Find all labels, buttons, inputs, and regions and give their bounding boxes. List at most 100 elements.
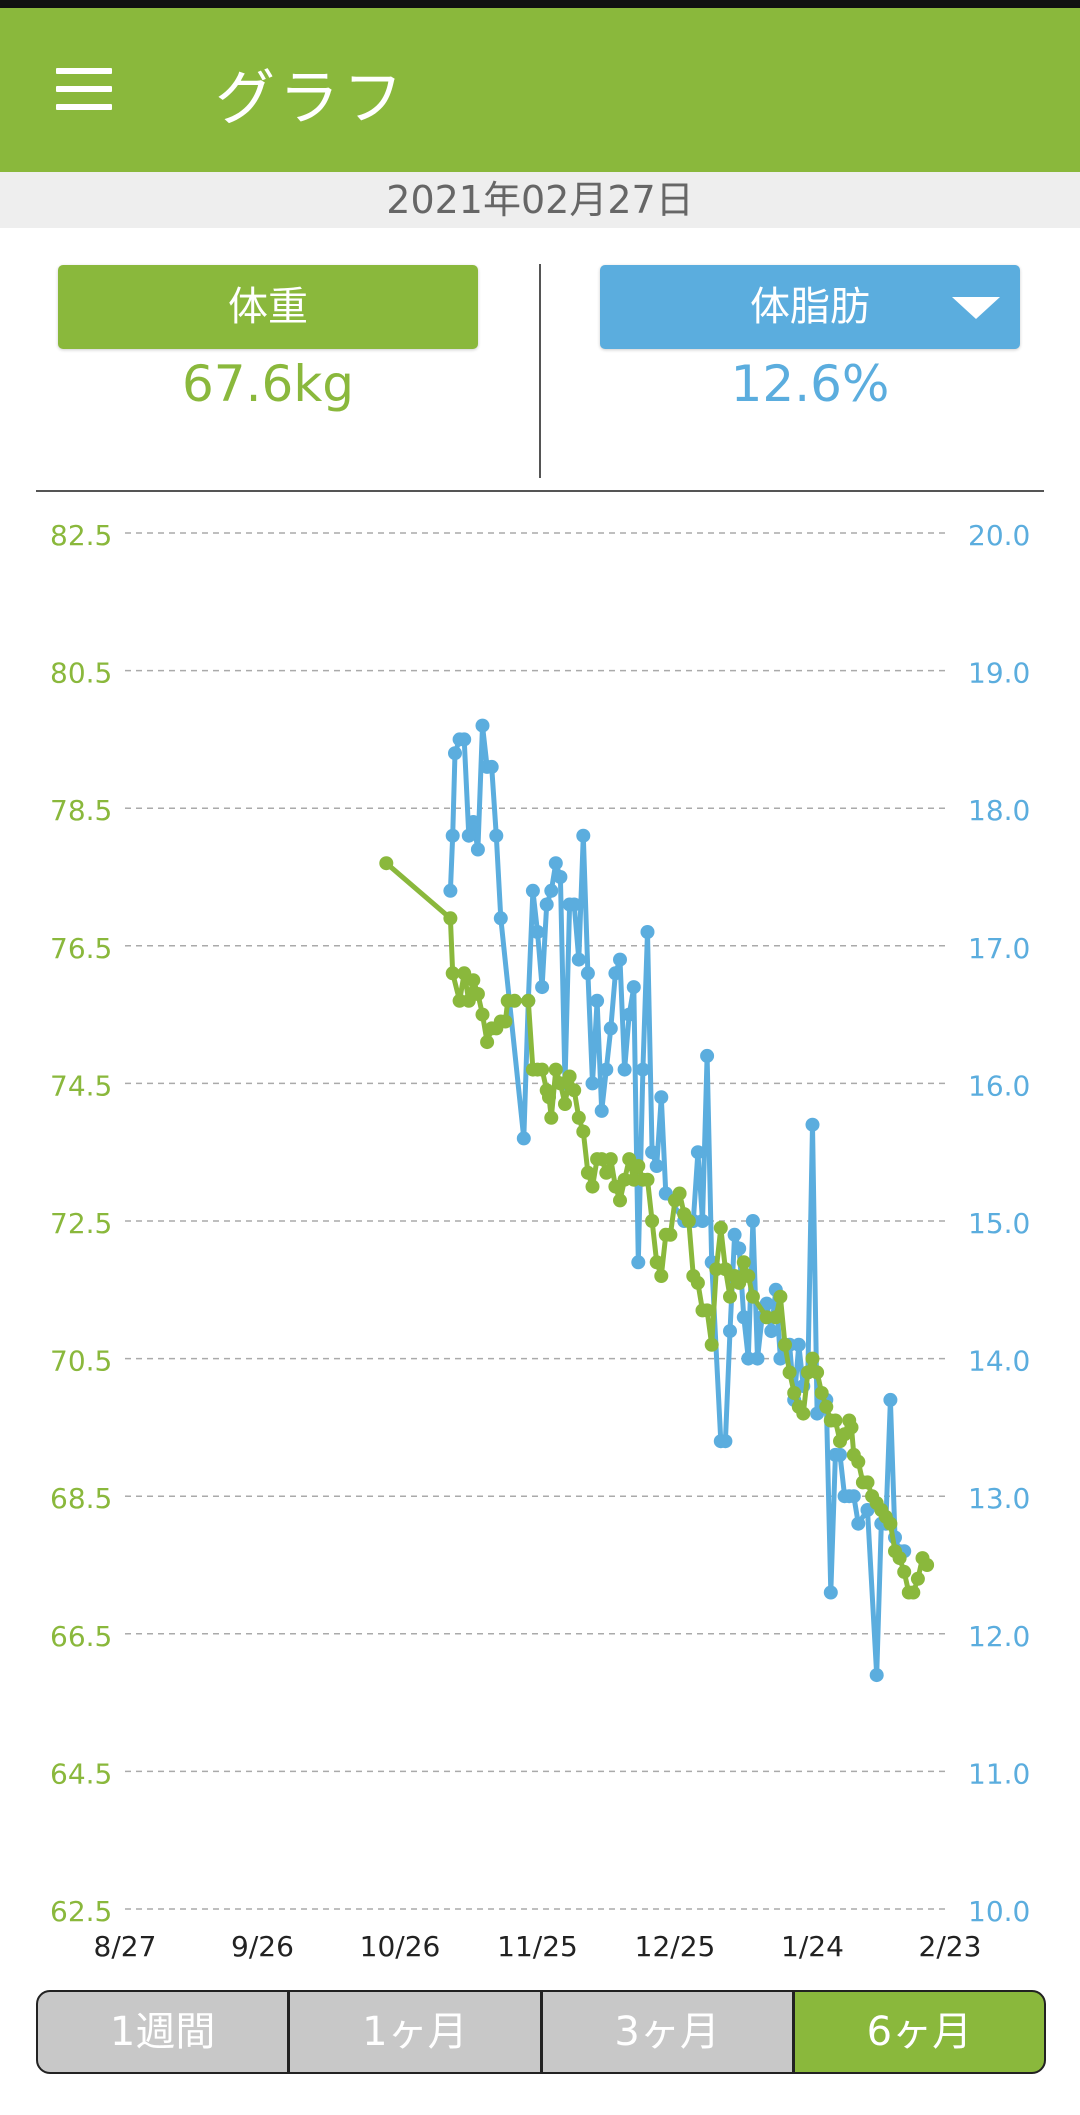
weight-point [700,1303,715,1318]
y-left-tick-label: 74.5 [50,1069,112,1102]
bodyfat-point [700,1048,715,1063]
bodyfat-point [626,980,641,995]
metric-divider [539,264,541,478]
bodyfat-point [544,883,559,898]
weight-point [672,1186,687,1201]
weight-point [654,1269,669,1283]
weight-point [645,1214,660,1228]
weight-point [548,1062,563,1077]
weight-point [379,856,394,871]
y-right-tick-label: 19.0 [968,657,1030,690]
weight-point [745,1289,760,1304]
weight-point [851,1454,866,1469]
weight-point [892,1551,907,1566]
weight-point [741,1269,756,1283]
bodyfat-point [599,1062,614,1077]
bodyfat-point [516,1131,531,1146]
weight-point [544,1110,559,1125]
bodyfat-point [635,1062,650,1077]
y-right-tick-label: 17.0 [968,932,1030,965]
bodyfat-point [773,1351,788,1366]
weight-point [571,1110,586,1125]
y-left-tick-label: 82.5 [50,519,112,552]
range-selector: 1週間 1ヶ月 3ヶ月 6ヶ月 [36,1990,1046,2074]
y-right-tick-label: 13.0 [968,1482,1030,1515]
weight-point [663,1227,678,1242]
bodyfat-point [445,828,460,843]
bodyfat-point [466,815,481,829]
y-right-tick-label: 16.0 [968,1069,1030,1102]
weight-point [796,1406,811,1421]
weight-point [498,1014,513,1029]
weight-point [778,1337,792,1352]
hamburger-menu-icon[interactable] [44,60,116,120]
bodyfat-point [553,870,568,884]
range-1month-button[interactable]: 1ヶ月 [290,1992,540,2072]
bodyfat-point [617,1062,632,1077]
bodyfat-point [759,1296,774,1311]
weight-point [814,1386,829,1400]
weight-point [443,911,458,926]
weight-point [810,1365,825,1380]
range-1week-button[interactable]: 1週間 [38,1992,288,2072]
bodyfat-point [475,718,490,733]
bodyfat-point [493,911,508,926]
dropdown-triangle-icon [952,297,1000,319]
y-left-tick-label: 66.5 [50,1620,112,1653]
weight-bodyfat-chart[interactable]: 82.5 20.0 80.5 19.0 78.5 18.0 76.5 17.0 74.5 16.0… [0,500,1080,1980]
bodyfat-point [846,1489,861,1504]
bodyfat-point [594,1103,609,1118]
weight-point [704,1337,719,1352]
bodyfat-point [764,1324,779,1339]
bodyfat-point [484,759,499,774]
y-right-tick-label: 15.0 [968,1207,1030,1240]
bodyfat-point [443,883,458,898]
weight-point [480,1035,495,1050]
weight-point [613,1193,627,1208]
bodyfat-point [654,1090,669,1105]
weight-point [681,1214,696,1228]
weight-point [631,1159,646,1173]
bodyfat-point [622,1007,637,1022]
x-tick-label: 1/24 [781,1930,844,1963]
bodyfat-point [535,980,550,995]
bodyfat-point [745,1214,760,1228]
bodyfat-point [608,966,623,981]
bodyfat-point [580,966,595,981]
y-left-tick-label: 62.5 [50,1895,112,1928]
bodyfat-point [470,842,485,857]
weight-point [562,1069,577,1084]
weight-point [910,1571,925,1586]
weight-point [535,1062,550,1077]
weight-point [787,1386,802,1400]
body-fat-dropdown[interactable]: 体脂肪 [600,265,1020,349]
bodyfat-point [690,1145,705,1160]
weight-button-label: 体重 [228,284,308,330]
bodyfat-point [823,1585,838,1600]
x-tick-label: 11/25 [497,1930,578,1963]
bodyfat-point [791,1337,806,1352]
bodyfat-point [833,1447,847,1462]
weight-button[interactable]: 体重 [58,265,478,349]
bodyfat-point [869,1668,884,1683]
bodyfat-point [883,1392,898,1407]
y-left-tick-label: 72.5 [50,1207,112,1240]
bodyfat-point [448,746,462,761]
bodyfat-point [723,1324,737,1339]
bodyfat-point [750,1351,765,1366]
weight-point [736,1255,751,1270]
app-bar: グラフ [0,8,1080,172]
x-tick-label: 12/25 [635,1930,716,1963]
range-3month-button[interactable]: 3ヶ月 [542,1992,792,2072]
bodyfat-point [585,1076,600,1091]
weight-point [576,1124,591,1139]
y-left-tick-label: 78.5 [50,794,112,827]
x-tick-label: 8/27 [94,1930,157,1963]
y-left-tick-label: 70.5 [50,1345,112,1378]
date-label: 2021年02月27日 [0,172,1080,228]
weight-point [828,1413,843,1428]
weight-point [906,1585,921,1600]
weight-point [567,1083,582,1098]
range-6month-button[interactable]: 6ヶ月 [794,1992,1044,2072]
weight-point [713,1220,728,1235]
